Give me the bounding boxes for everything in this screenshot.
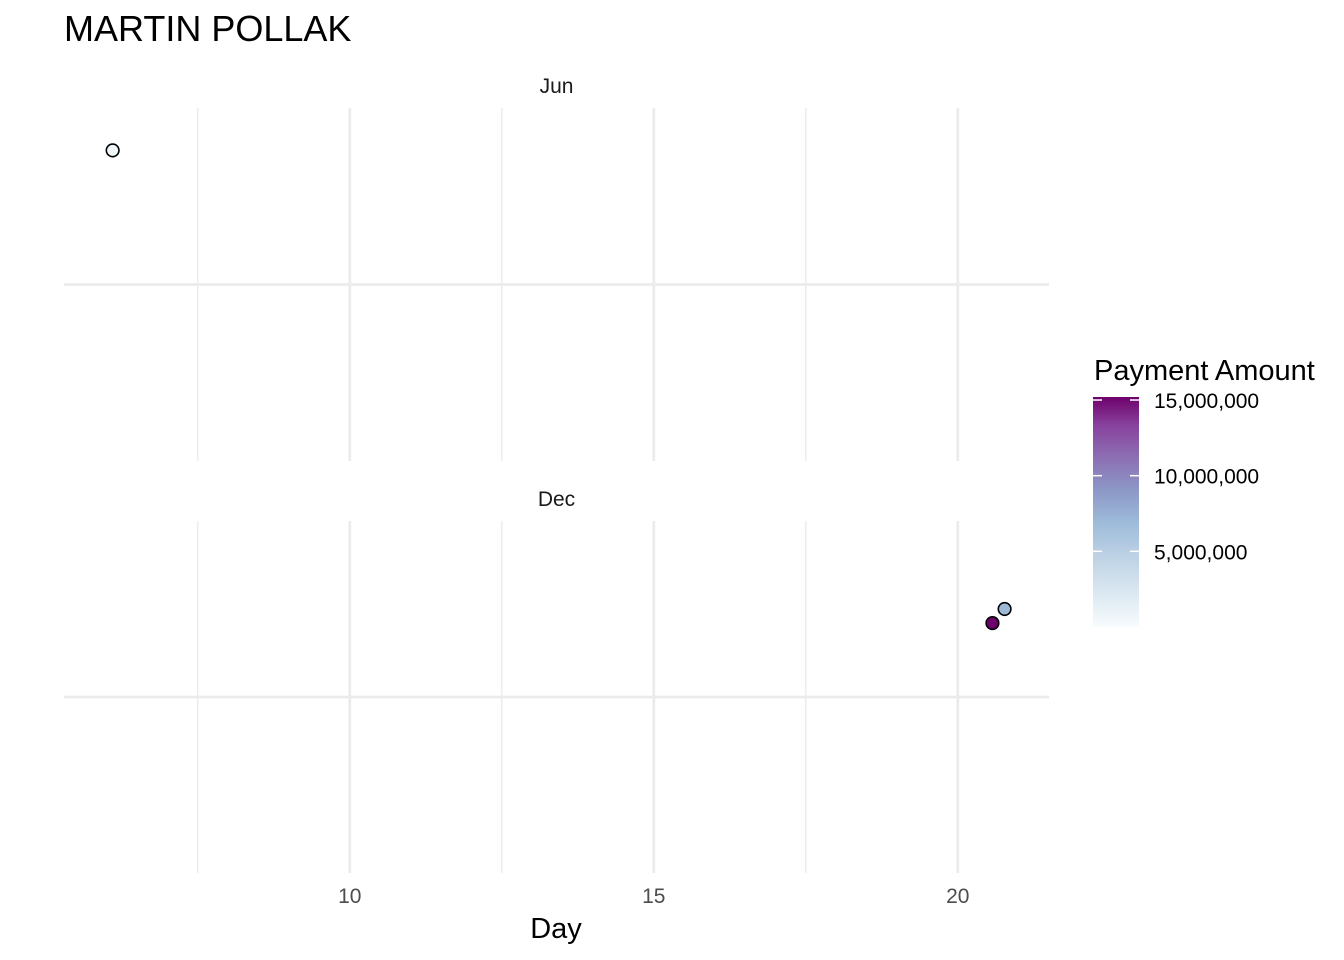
x-axis-ticks: 10 15 20: [338, 885, 969, 908]
legend-tick-label: 10,000,000: [1154, 466, 1259, 489]
panel-strip-label: Dec: [538, 488, 575, 511]
legend: Payment Amount 15,000,000 10,000,000 5,000…: [1093, 355, 1315, 627]
data-point: [105, 143, 120, 158]
panels: Jun Dec: [64, 75, 1049, 873]
data-point: [997, 601, 1012, 617]
x-tick-label: 10: [338, 885, 361, 908]
panel-strip-label: Jun: [540, 75, 574, 98]
data-point: [985, 615, 1000, 631]
panel-dec: Dec: [64, 488, 1049, 873]
legend-ticks: 15,000,000 10,000,000 5,000,000: [1093, 390, 1259, 564]
x-axis-label: Day: [530, 913, 582, 945]
panel-jun: Jun: [64, 75, 1049, 461]
x-tick-label: 15: [642, 885, 665, 908]
legend-tick-label: 5,000,000: [1154, 541, 1247, 564]
legend-colorbar: [1093, 397, 1139, 627]
legend-tick-label: 15,000,000: [1154, 390, 1259, 413]
legend-title: Payment Amount: [1094, 355, 1315, 387]
chart-title: MARTIN POLLAK: [64, 8, 351, 49]
x-tick-label: 20: [946, 885, 969, 908]
